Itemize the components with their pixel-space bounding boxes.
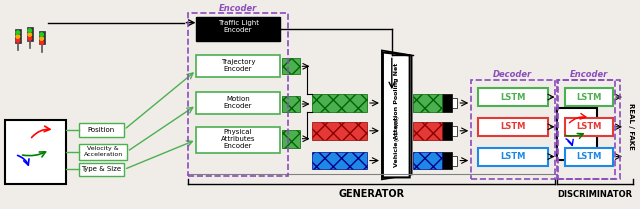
Text: Physical: Physical — [224, 129, 252, 135]
FancyBboxPatch shape — [413, 94, 442, 112]
Text: LSTM: LSTM — [500, 152, 525, 161]
FancyBboxPatch shape — [5, 120, 67, 184]
FancyBboxPatch shape — [38, 31, 45, 45]
Text: REAL / FAKE: REAL / FAKE — [628, 103, 634, 150]
FancyBboxPatch shape — [413, 152, 442, 169]
Text: Position: Position — [88, 127, 115, 133]
FancyBboxPatch shape — [79, 163, 124, 176]
Text: LSTM: LSTM — [577, 93, 602, 102]
FancyBboxPatch shape — [79, 144, 127, 159]
Text: Encoder: Encoder — [224, 27, 252, 33]
Text: LSTM: LSTM — [500, 93, 525, 102]
FancyBboxPatch shape — [196, 55, 280, 77]
FancyBboxPatch shape — [312, 122, 367, 140]
FancyBboxPatch shape — [196, 127, 280, 153]
Text: Encoder: Encoder — [224, 103, 252, 109]
FancyBboxPatch shape — [282, 58, 300, 74]
Text: Encoder: Encoder — [219, 4, 257, 13]
Text: LSTM: LSTM — [500, 122, 525, 131]
FancyBboxPatch shape — [452, 98, 458, 108]
FancyBboxPatch shape — [565, 148, 613, 166]
Text: (VAP-Net): (VAP-Net) — [394, 115, 399, 141]
Circle shape — [28, 33, 31, 36]
Text: Encoder: Encoder — [224, 66, 252, 72]
Circle shape — [40, 41, 44, 44]
Text: Type & Size: Type & Size — [81, 167, 121, 172]
FancyBboxPatch shape — [15, 29, 21, 42]
Text: DISCRIMINATOR: DISCRIMINATOR — [557, 190, 633, 199]
Text: Attributes: Attributes — [221, 136, 255, 142]
FancyBboxPatch shape — [312, 94, 367, 112]
Text: Trajectory: Trajectory — [221, 59, 255, 65]
FancyBboxPatch shape — [312, 152, 367, 169]
FancyBboxPatch shape — [452, 126, 458, 136]
FancyBboxPatch shape — [452, 155, 458, 166]
Text: Motion: Motion — [226, 96, 250, 102]
FancyBboxPatch shape — [557, 108, 597, 159]
Text: LSTM: LSTM — [577, 152, 602, 161]
Polygon shape — [382, 50, 412, 179]
FancyBboxPatch shape — [565, 88, 613, 106]
FancyBboxPatch shape — [442, 152, 452, 169]
FancyBboxPatch shape — [565, 118, 613, 136]
Circle shape — [16, 39, 20, 42]
Text: LSTM: LSTM — [577, 122, 602, 131]
Circle shape — [16, 31, 20, 34]
FancyBboxPatch shape — [282, 96, 300, 112]
Circle shape — [28, 37, 31, 40]
Text: Velocity &: Velocity & — [87, 146, 119, 151]
Circle shape — [16, 35, 20, 38]
Circle shape — [40, 33, 44, 36]
FancyBboxPatch shape — [27, 27, 33, 41]
Circle shape — [40, 37, 44, 40]
Text: Decoder: Decoder — [493, 70, 532, 79]
FancyBboxPatch shape — [413, 122, 442, 140]
FancyBboxPatch shape — [442, 122, 452, 140]
Text: GENERATOR: GENERATOR — [339, 189, 405, 199]
Text: Acceleration: Acceleration — [84, 152, 123, 157]
Text: Traffic Light: Traffic Light — [218, 20, 259, 26]
FancyBboxPatch shape — [478, 148, 548, 166]
Text: Encoder: Encoder — [570, 70, 609, 79]
FancyBboxPatch shape — [478, 118, 548, 136]
FancyBboxPatch shape — [196, 17, 280, 41]
Polygon shape — [383, 52, 410, 177]
Text: Encoder: Encoder — [224, 143, 252, 149]
Circle shape — [28, 29, 31, 32]
FancyBboxPatch shape — [79, 123, 124, 137]
FancyBboxPatch shape — [442, 94, 452, 112]
FancyBboxPatch shape — [282, 130, 300, 148]
FancyBboxPatch shape — [478, 88, 548, 106]
Text: Vehicle Attention Pooling Net: Vehicle Attention Pooling Net — [394, 63, 399, 167]
FancyBboxPatch shape — [196, 92, 280, 114]
